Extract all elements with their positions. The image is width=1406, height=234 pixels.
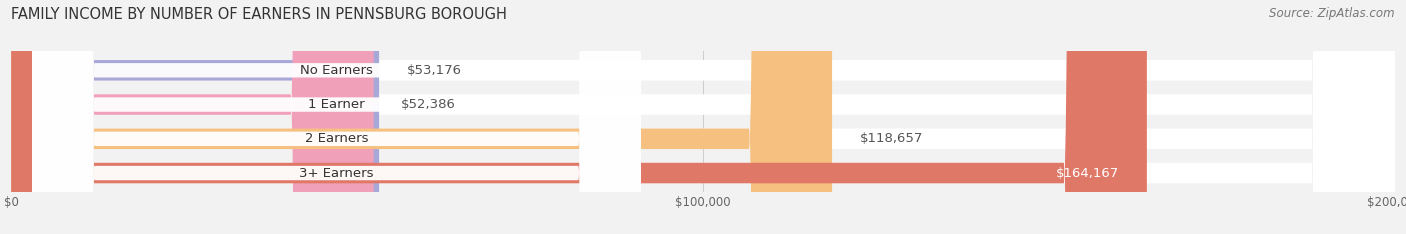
FancyBboxPatch shape (11, 0, 1395, 234)
Text: 3+ Earners: 3+ Earners (299, 167, 374, 179)
Text: $164,167: $164,167 (1056, 167, 1119, 179)
Text: 1 Earner: 1 Earner (308, 98, 364, 111)
FancyBboxPatch shape (32, 0, 641, 234)
FancyBboxPatch shape (32, 0, 641, 234)
FancyBboxPatch shape (11, 0, 832, 234)
FancyBboxPatch shape (11, 0, 1395, 234)
FancyBboxPatch shape (11, 0, 1395, 234)
Text: $118,657: $118,657 (859, 132, 924, 145)
Text: $52,386: $52,386 (401, 98, 456, 111)
Text: 2 Earners: 2 Earners (305, 132, 368, 145)
FancyBboxPatch shape (32, 0, 641, 234)
Text: Source: ZipAtlas.com: Source: ZipAtlas.com (1270, 7, 1395, 20)
FancyBboxPatch shape (11, 0, 374, 234)
FancyBboxPatch shape (32, 0, 641, 234)
FancyBboxPatch shape (11, 0, 380, 234)
FancyBboxPatch shape (11, 0, 1395, 234)
FancyBboxPatch shape (11, 0, 1147, 234)
Text: FAMILY INCOME BY NUMBER OF EARNERS IN PENNSBURG BOROUGH: FAMILY INCOME BY NUMBER OF EARNERS IN PE… (11, 7, 508, 22)
Text: No Earners: No Earners (299, 64, 373, 77)
Text: $53,176: $53,176 (406, 64, 461, 77)
